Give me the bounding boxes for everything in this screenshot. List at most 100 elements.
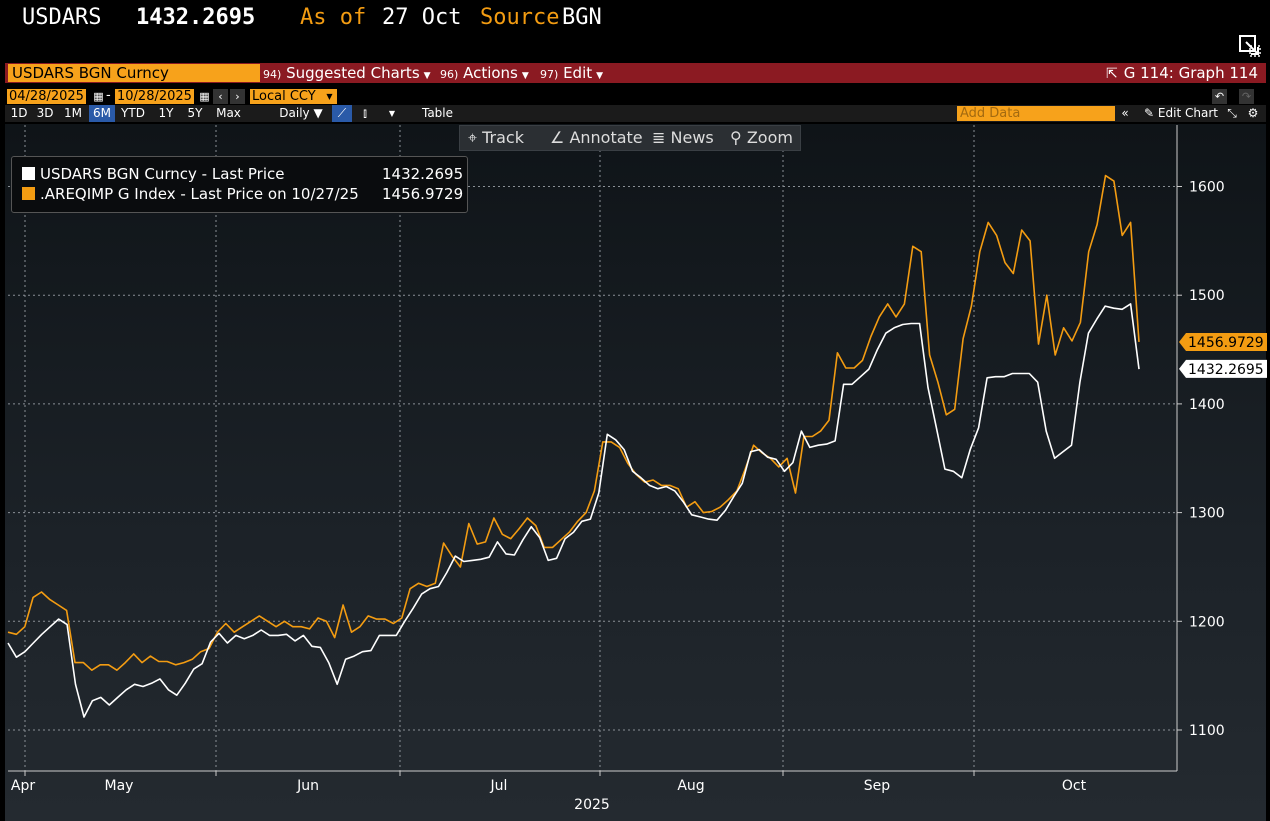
grid-layer bbox=[8, 125, 1177, 771]
legend-label: USDARS BGN Curncy - Last Price bbox=[40, 165, 285, 183]
start-date-field[interactable]: 04/28/2025 bbox=[7, 89, 86, 104]
end-date-field[interactable]: 10/28/2025 bbox=[115, 89, 194, 104]
series-line-1 bbox=[7, 174, 1140, 672]
last-value-tag-0 bbox=[1179, 332, 1267, 351]
x-tick-label: Apr bbox=[11, 778, 35, 794]
chart-type-dropdown-icon[interactable]: ▼ bbox=[388, 109, 396, 118]
x-tick-label: May bbox=[105, 778, 134, 794]
news-icon: ≣ bbox=[652, 128, 671, 147]
y-tick-label: 1400 bbox=[1189, 397, 1225, 413]
suggested-charts-menu[interactable]: 94) Suggested Charts ▼ bbox=[263, 63, 431, 83]
currency-dropdown-icon[interactable]: ▼ bbox=[322, 89, 337, 104]
chevron-down-icon: ▼ bbox=[521, 71, 529, 81]
range-button-5y[interactable]: 5Y bbox=[187, 106, 203, 120]
x-tick-label: Sep bbox=[864, 778, 891, 794]
annotate-tool[interactable]: ∠ Annotate bbox=[550, 126, 643, 150]
news-tool[interactable]: ≣ News bbox=[652, 126, 714, 150]
redo-icon[interactable]: ↷ bbox=[1239, 89, 1254, 104]
table-button[interactable]: Table bbox=[421, 106, 454, 120]
last-value-labels: 1456.9729 1432.2695 bbox=[1179, 332, 1267, 378]
date-row: 04/28/2025 ▦ - 10/28/2025 ▦ ‹ › Local CC… bbox=[5, 88, 1266, 105]
as-of-value: 27 Oct bbox=[382, 5, 462, 30]
date-separator: - bbox=[106, 88, 111, 103]
range-button-6m[interactable]: 6M bbox=[89, 105, 115, 122]
pencil-icon: ✎ bbox=[1144, 106, 1158, 120]
axis-layer: 1100 1200 1300 1400 1500 1600 Apr May Jun Jul Aug S… bbox=[8, 125, 1225, 813]
pencil-icon: ∠ bbox=[550, 128, 570, 147]
title-bar: USDARS 1432.2695 As of 27 Oct Source BGN bbox=[0, 0, 1270, 38]
range-button-1m[interactable]: 1M bbox=[64, 106, 82, 120]
x-tick-label: Jul bbox=[490, 778, 508, 794]
popout-icon[interactable] bbox=[1238, 34, 1262, 58]
annotate-label: Annotate bbox=[569, 128, 643, 147]
last-price: 1432.2695 bbox=[136, 5, 256, 30]
y-tick-label: 1300 bbox=[1189, 506, 1225, 522]
line-chart-icon[interactable]: ⟋ bbox=[332, 105, 352, 122]
chart-legend[interactable]: USDARS BGN Curncy - Last Price 1432.2695… bbox=[11, 156, 468, 213]
legend-item-areqimp: .AREQIMP G Index - Last Price on 10/27/2… bbox=[22, 185, 359, 203]
calendar-icon[interactable]: ▦ bbox=[93, 90, 104, 103]
y-tick-label: 1200 bbox=[1189, 614, 1225, 630]
graph-title[interactable]: ⇱ G 114: Graph 114 bbox=[1106, 63, 1258, 83]
y-tick-label: 1500 bbox=[1189, 288, 1225, 304]
last-value-text-0: 1456.9729 bbox=[1188, 335, 1264, 351]
legend-swatch bbox=[22, 167, 35, 180]
last-value-tag-1 bbox=[1179, 359, 1267, 378]
export-icon: ⇱ bbox=[1106, 66, 1118, 82]
calendar-icon[interactable]: ▦ bbox=[199, 90, 210, 103]
zoom-tool[interactable]: ⚲ Zoom bbox=[730, 126, 793, 150]
track-tool[interactable]: ⌖ Track bbox=[468, 126, 524, 150]
source-label: Source bbox=[480, 5, 560, 30]
add-data-input[interactable]: Add Data bbox=[957, 106, 1115, 121]
collapse-icon[interactable]: « bbox=[1121, 106, 1129, 120]
edit-label: Edit bbox=[563, 64, 593, 82]
year-label: 2025 bbox=[574, 797, 610, 813]
gear-icon[interactable]: ⚙ bbox=[1247, 106, 1259, 120]
range-button-3d[interactable]: 3D bbox=[36, 106, 54, 120]
x-tick-label: Jun bbox=[296, 778, 319, 794]
actions-label: Actions bbox=[463, 64, 518, 82]
graph-title-label: G 114: Graph 114 bbox=[1123, 64, 1258, 82]
range-button-1y[interactable]: 1Y bbox=[158, 106, 174, 120]
legend-value: 1432.2695 bbox=[382, 165, 464, 183]
last-value-text-1: 1432.2695 bbox=[1188, 362, 1264, 378]
actions-number: 96) bbox=[440, 68, 459, 81]
series-layer bbox=[7, 174, 1140, 718]
crosshair-icon: ⌖ bbox=[468, 128, 483, 147]
series-line-0 bbox=[7, 303, 1140, 718]
security-field[interactable]: USDARS BGN Curncy bbox=[8, 64, 260, 82]
y-tick-label: 1600 bbox=[1189, 180, 1225, 196]
track-label: Track bbox=[482, 128, 524, 147]
resize-icon[interactable]: ⤡ bbox=[1227, 106, 1237, 120]
y-tick-label: 1100 bbox=[1189, 723, 1225, 739]
suggested-charts-label: Suggested Charts bbox=[286, 64, 420, 82]
chevron-down-icon: ▼ bbox=[596, 71, 604, 81]
edit-menu[interactable]: 97) Edit ▼ bbox=[540, 63, 603, 83]
next-period-button[interactable]: › bbox=[230, 89, 245, 104]
currency-select[interactable]: Local CCY bbox=[250, 89, 322, 104]
range-button-1d[interactable]: 1D bbox=[10, 106, 28, 120]
bar-chart-icon[interactable]: ⫾ bbox=[363, 106, 367, 120]
range-button-max[interactable]: Max bbox=[216, 106, 241, 120]
ticker-symbol: USDARS bbox=[22, 5, 102, 30]
undo-icon[interactable]: ↶ bbox=[1212, 89, 1227, 104]
menu-bar: USDARS BGN Curncy 94) Suggested Charts ▼ … bbox=[5, 63, 1266, 83]
edit-number: 97) bbox=[540, 68, 559, 81]
source-value: BGN bbox=[562, 5, 602, 30]
actions-menu[interactable]: 96) Actions ▼ bbox=[440, 63, 529, 83]
frequency-select[interactable]: Daily ▼ bbox=[279, 106, 323, 120]
legend-label: .AREQIMP G Index - Last Price on 10/27/2… bbox=[40, 185, 359, 203]
x-tick-label: Aug bbox=[677, 778, 704, 794]
chart-toolbar: ⌖ Track ∠ Annotate ≣ News ⚲ Zoom bbox=[459, 125, 801, 151]
x-tick-label: Oct bbox=[1062, 778, 1087, 794]
edit-chart-label: Edit Chart bbox=[1157, 106, 1218, 120]
legend-swatch bbox=[22, 187, 35, 200]
range-button-ytd[interactable]: YTD bbox=[121, 106, 145, 120]
magnifier-icon: ⚲ bbox=[730, 128, 747, 147]
range-row: 1D 3D 1M 6M YTD 1Y 5Y Max Daily ▼ ⟋ ⫾ ▼ Table A… bbox=[5, 105, 1266, 122]
prev-period-button[interactable]: ‹ bbox=[213, 89, 228, 104]
legend-item-usdars: USDARS BGN Curncy - Last Price bbox=[22, 165, 284, 183]
edit-chart-button[interactable]: ✎ Edit Chart bbox=[1141, 105, 1221, 122]
as-of-label: As of bbox=[300, 5, 367, 30]
